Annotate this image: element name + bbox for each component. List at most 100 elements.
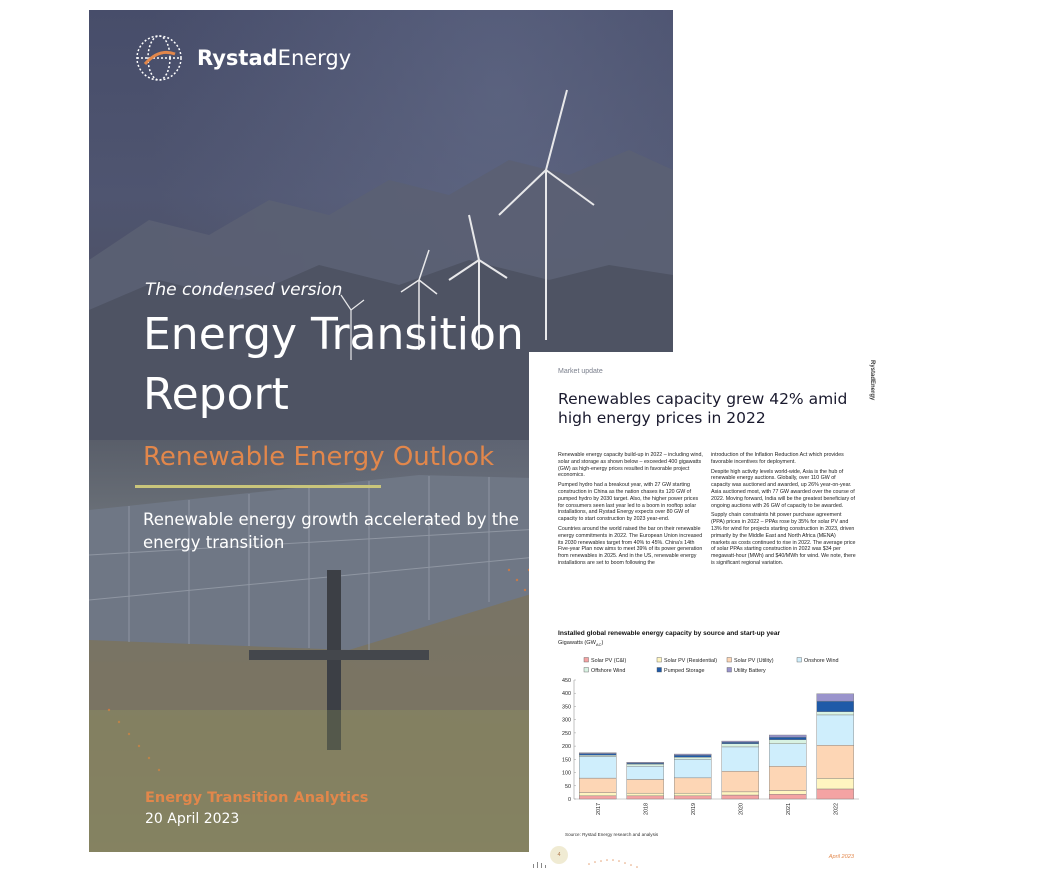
x-tick-label: 2020 bbox=[738, 803, 744, 815]
bar-segment bbox=[721, 741, 759, 744]
legend-swatch bbox=[726, 657, 732, 663]
bar-segment bbox=[674, 759, 712, 779]
bar-segment bbox=[579, 777, 617, 793]
bar-segment bbox=[626, 763, 664, 767]
paragraph: Countries around the world raised the ba… bbox=[558, 525, 703, 566]
body-column-right: introduction of the Inflation Reduction … bbox=[711, 452, 856, 570]
legend-swatch bbox=[583, 667, 589, 673]
y-tick-label: 400 bbox=[562, 691, 571, 697]
bar-segment bbox=[816, 714, 854, 746]
panel-support-arm bbox=[249, 650, 429, 660]
y-tick-label: 100 bbox=[562, 771, 571, 777]
edition-label: The condensed version bbox=[145, 280, 343, 300]
title-divider bbox=[135, 485, 381, 488]
y-tick-label: 0 bbox=[568, 797, 571, 803]
solar-panel bbox=[89, 475, 609, 650]
bar-segment bbox=[626, 766, 664, 780]
chart-source: Source: Rystad Energy research and analy… bbox=[565, 832, 659, 837]
report-tagline: Renewable energy growth accelerated by t… bbox=[143, 510, 519, 552]
legend-label: Utility Battery bbox=[734, 668, 766, 674]
y-tick-label: 300 bbox=[562, 718, 571, 724]
x-tick-label: 2022 bbox=[833, 803, 839, 815]
y-tick-label: 350 bbox=[562, 704, 571, 710]
bar-segment bbox=[769, 794, 807, 800]
y-tick-label: 200 bbox=[562, 744, 571, 750]
y-tick-label: 450 bbox=[562, 678, 571, 684]
legend-label: Onshore Wind bbox=[804, 658, 838, 664]
capacity-stacked-bar-chart: Solar PV (C&I) Solar PV (Residential) Sola… bbox=[562, 657, 859, 815]
bar-segment bbox=[721, 771, 759, 793]
bar-segment bbox=[769, 734, 807, 738]
bar-segment bbox=[816, 700, 854, 712]
x-tick-label: 2017 bbox=[596, 803, 602, 815]
legend-label: Solar PV (Utility) bbox=[734, 658, 774, 664]
bar-segment bbox=[769, 739, 807, 744]
legend-label: Offshore Wind bbox=[591, 668, 625, 674]
footer-date: April 2023 bbox=[828, 854, 854, 860]
bar-segment bbox=[769, 790, 807, 795]
bar-segment bbox=[721, 740, 759, 743]
bar-segment bbox=[626, 779, 664, 794]
report-subtitle: Renewable Energy Outlook bbox=[143, 442, 495, 472]
report-date: 20 April 2023 bbox=[145, 811, 240, 827]
paragraph: Supply chain constraints hit power purch… bbox=[711, 512, 856, 566]
legend-swatch bbox=[726, 667, 732, 673]
legend-swatch bbox=[656, 657, 662, 663]
cover-landscape-image bbox=[89, 89, 673, 852]
x-tick-label: 2019 bbox=[691, 803, 697, 815]
bar-segment bbox=[674, 792, 712, 797]
side-brand-mark: RystadEnergy bbox=[869, 360, 875, 401]
legend-label: Solar PV (Residential) bbox=[664, 658, 717, 664]
page-title: Renewables capacity grew 42% amid high e… bbox=[558, 390, 848, 427]
bar-segment bbox=[769, 766, 807, 791]
bar-segment bbox=[626, 762, 664, 764]
section-label: Market update bbox=[558, 368, 603, 375]
department-label: Energy Transition Analytics bbox=[145, 790, 369, 806]
bar-segment bbox=[816, 778, 854, 790]
bar-segment bbox=[674, 753, 712, 756]
bar-segment bbox=[721, 746, 759, 772]
footer-dot-pattern bbox=[533, 859, 638, 868]
bar-segment bbox=[816, 745, 854, 779]
bar-segment bbox=[769, 736, 807, 740]
paragraph: Renewable energy capacity build-up in 20… bbox=[558, 452, 703, 479]
solar-panel-grid bbox=[89, 476, 610, 650]
paragraph: introduction of the Inflation Reduction … bbox=[711, 452, 844, 465]
legend-swatch bbox=[656, 667, 662, 673]
bar-segment bbox=[721, 743, 759, 748]
rystad-globe-icon bbox=[136, 35, 182, 81]
bar-segment bbox=[674, 777, 712, 794]
chart-title: Installed global renewable energy capaci… bbox=[558, 630, 781, 637]
bar-segment bbox=[721, 791, 759, 796]
wind-turbines bbox=[340, 89, 595, 360]
page-number: 4 bbox=[550, 846, 568, 864]
chart-unit-label: Gigawatts (GWAC) bbox=[558, 640, 604, 648]
bar-segment bbox=[579, 792, 617, 797]
bar-segment bbox=[579, 752, 617, 754]
report-title-line1: Energy Transition bbox=[143, 309, 524, 360]
legend-label: Pumped Storage bbox=[664, 668, 704, 674]
rystad-logo[interactable]: RystadEnergy bbox=[135, 34, 351, 82]
brand-name: RystadEnergy bbox=[197, 46, 352, 70]
legend-label: Solar PV (C&I) bbox=[591, 658, 627, 664]
x-tick-label: 2018 bbox=[643, 803, 649, 815]
y-tick-label: 150 bbox=[562, 757, 571, 763]
paragraph: Despite high activity levels world-wide,… bbox=[711, 468, 855, 509]
paragraph: Pumped hydro had a breakout year, with 2… bbox=[558, 482, 699, 523]
legend-swatch bbox=[796, 657, 802, 663]
mountain-ridge-front bbox=[89, 260, 673, 440]
bar-segment bbox=[816, 693, 854, 702]
body-column-left: Renewable energy capacity build-up in 20… bbox=[558, 452, 703, 570]
bar-segment bbox=[769, 743, 807, 767]
y-tick-label: 50 bbox=[565, 784, 571, 790]
bar-segment bbox=[579, 753, 617, 756]
legend-swatch bbox=[583, 657, 589, 663]
bar-segment bbox=[721, 794, 759, 800]
bar-segment bbox=[626, 795, 664, 800]
x-tick-label: 2021 bbox=[786, 803, 792, 815]
market-update-page: Market update RystadEnergy Renewables ca… bbox=[529, 352, 891, 872]
bar-segment bbox=[674, 754, 712, 758]
y-tick-label: 250 bbox=[562, 731, 571, 737]
bar-segment bbox=[816, 711, 854, 716]
report-title-line2: Report bbox=[143, 369, 289, 420]
